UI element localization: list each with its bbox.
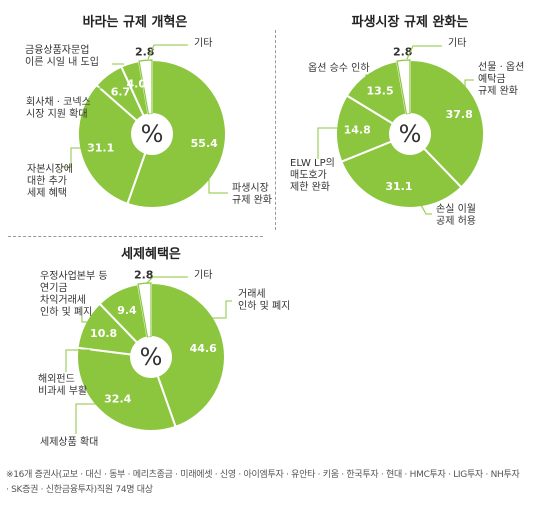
slice-category-label-line: 인하 및 폐지 (238, 299, 290, 312)
slice-category-label-line: 기타 (194, 37, 212, 49)
slice-category-label: 자본시장에 대한 추가 세제 혜택 (27, 163, 73, 199)
slice-category-label-line: 옵션 승수 인하 (308, 61, 370, 74)
slice-category-label: 기타 (194, 37, 212, 49)
slice-category-label-line: 선물 · 옵션 (478, 61, 524, 73)
slice-category-label: 거래세 인하 및 폐지 (238, 288, 290, 312)
slice-category-label: 금융상품자문업 이른 시일 내 도입 (25, 43, 99, 68)
leader-line (410, 186, 432, 215)
slice-value-label: 14.8 (344, 124, 371, 137)
slice-category-label-line: 제한 완화 (290, 181, 330, 193)
slice-category-label: 해외펀드 비과세 부활 (38, 372, 87, 397)
slice-value-label: 55.4 (191, 137, 218, 150)
slice-category-label-line: 차익거래세 (40, 294, 86, 306)
slice-category-label: 세제상품 확대 (40, 436, 98, 448)
leader-line (65, 349, 90, 372)
chart-title: 세제혜택은 (121, 246, 181, 262)
slice-category-label-line: 규제 완화 (478, 85, 518, 97)
slice-category-label: 선물 · 옵션 예탁금 규제 완화 (478, 61, 524, 97)
slice-category-label: 기타 (194, 269, 212, 281)
slice-category-label-line: ELW LP의 (290, 157, 335, 169)
slice-category-label-line: 연기금 (40, 282, 68, 294)
slice-value-label: 2.8 (134, 268, 154, 281)
pie-chart-2: 파생시장 규제 완화는% 37.8 선물 · 옵션 예탁금 규제 완화 31.1 손실 이월… (290, 14, 524, 227)
slice-value-label: 4.0 (127, 77, 147, 90)
slice-value-label: 9.4 (117, 304, 137, 317)
pie-chart-1: 바라는 규제 개혁은% 55.4 파생시장 규제 완화 31.1 자본시장에 대한 추가 세제… (25, 14, 272, 209)
leader-line (317, 127, 355, 159)
slice-category-label-line: 기타 (448, 37, 466, 49)
slice-value-label: 31.1 (385, 180, 412, 193)
slice-category-label-line: 자본시장에 (27, 163, 73, 175)
slice-value-label: 32.4 (104, 392, 131, 405)
leader-line (208, 154, 228, 194)
footnote-line-1: ※16개 증권사(교보 · 대신 · 동부 · 메리츠종금 · 미래에셋 · 신… (6, 470, 520, 480)
center-percent-label: % (399, 120, 422, 148)
slice-value-label: 13.5 (367, 84, 394, 97)
leader-line (204, 300, 232, 319)
slice-category-label-line: 회사채 · 코넥스 (26, 96, 91, 108)
slice-category-label-line: 이른 시일 내 도입 (25, 55, 99, 68)
footnote-line-2: · SK증권 · 신한금융투자)직원 74명 대상 (6, 485, 153, 495)
leader-line (406, 45, 442, 60)
slice-value-label: 2.8 (393, 45, 413, 58)
center-percent-label: % (141, 120, 164, 148)
slice-category-label-line: 공제 허용 (436, 215, 476, 227)
leader-line (147, 44, 188, 60)
center-percent-label: % (140, 343, 163, 371)
slice-category-label-line: 세제 혜택 (27, 187, 67, 199)
slice-category-label-line: 예탁금 (478, 73, 506, 85)
slice-category-label-line: 거래세 (238, 288, 266, 300)
leader-line (88, 87, 106, 112)
slice-category-label: 기타 (448, 37, 466, 49)
slice-category-label: 파생시장 규제 완화 (232, 182, 272, 206)
slice-category-label-line: 우정사업본부 등 (40, 269, 108, 282)
pie-center (131, 337, 171, 377)
slice-category-label-line: 비과세 부활 (38, 384, 87, 397)
chart-title: 파생시장 규제 완화는 (352, 14, 469, 30)
leader-line (62, 147, 93, 168)
slice-category-label-line: 금융상품자문업 (25, 43, 89, 56)
pie-center (390, 114, 430, 154)
slice-value-label: 10.8 (90, 327, 117, 340)
slice-category-label-line: 규제 완화 (232, 194, 272, 206)
slice-value-label: 31.1 (87, 141, 114, 154)
slice-category-label-line: 인하 및 폐지 (40, 305, 92, 318)
slice-category-label: 회사채 · 코넥스 시장 지원 확대 (26, 96, 91, 120)
vertical-divider (275, 30, 276, 230)
leader-line (75, 403, 127, 434)
slice-value-label: 37.8 (446, 108, 473, 121)
leader-line (81, 316, 111, 323)
slice-category-label-line: 대한 추가 (27, 175, 67, 187)
slice-category-label-line: 손실 이월 (436, 203, 476, 215)
slice-category-label: 옵션 승수 인하 (308, 61, 370, 74)
slice-category-label: ELW LP의 매도호가 제한 완화 (290, 157, 335, 193)
slice-category-label-line: 파생시장 (232, 182, 269, 194)
slice-category-label-line: 세제상품 확대 (40, 436, 98, 448)
footnote: ※16개 증권사(교보 · 대신 · 동부 · 메리츠종금 · 미래에셋 · 신… (6, 468, 546, 498)
slice-value-label: 6.7 (111, 85, 131, 98)
leader-line (146, 276, 188, 284)
pie-center (132, 114, 172, 154)
chart-title: 바라는 규제 개혁은 (83, 14, 188, 30)
leader-line (464, 79, 474, 104)
horizontal-divider (8, 236, 263, 237)
slice-category-label: 우정사업본부 등 연기금 차익거래세 인하 및 폐지 (40, 269, 108, 318)
slice-category-label-line: 해외펀드 (38, 372, 75, 385)
slice-category-label-line: 기타 (194, 269, 212, 281)
slice-category-label-line: 매도호가 (290, 169, 327, 181)
slice-value-label: 44.6 (190, 342, 217, 355)
slice-category-label: 손실 이월 공제 허용 (436, 203, 476, 227)
slice-category-label-line: 시장 지원 확대 (26, 108, 88, 120)
leader-line (365, 74, 372, 88)
